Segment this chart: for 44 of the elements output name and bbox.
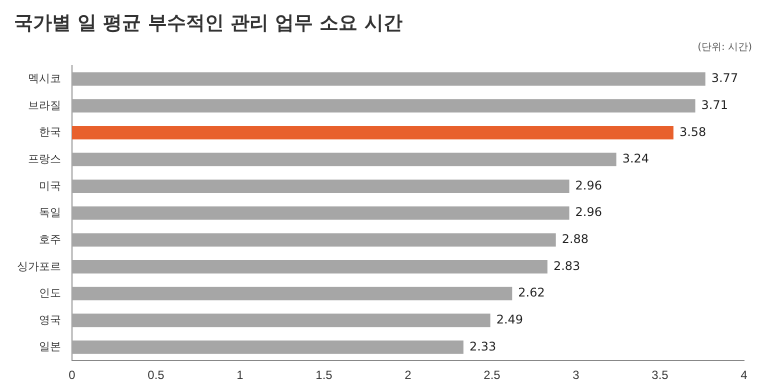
data-label: 2.96 <box>575 178 602 192</box>
y-tick-label: 브라질 <box>28 100 61 112</box>
y-tick-label: 한국 <box>39 126 61 139</box>
x-tick-label: 3 <box>572 368 580 382</box>
y-tick-label: 멕시코 <box>28 73 61 86</box>
data-label: 3.71 <box>701 98 728 112</box>
y-tick-label: 싱가포르 <box>17 260 61 273</box>
bar <box>72 99 696 113</box>
data-label: 2.96 <box>575 205 602 220</box>
y-tick-label: 미국 <box>39 180 61 192</box>
y-tick-label: 프랑스 <box>28 153 61 166</box>
x-tick-label: 2 <box>404 368 412 382</box>
x-tick-label: 3.5 <box>652 368 669 382</box>
x-tick-label: 2.5 <box>484 368 501 382</box>
x-tick-label: 1 <box>236 368 244 382</box>
bar <box>72 126 674 140</box>
data-label: 2.33 <box>469 339 496 354</box>
data-label: 3.77 <box>711 71 738 86</box>
bar <box>72 152 616 166</box>
data-label: 2.49 <box>496 312 524 326</box>
bar <box>72 233 556 247</box>
y-tick-label: 일본 <box>39 341 61 354</box>
bar <box>72 286 512 300</box>
x-tick-label: 1.5 <box>316 368 333 382</box>
chart-title: 국가별 일 평균 부수적인 관리 업무 소요 시간 <box>14 11 402 36</box>
y-tick-label: 영국 <box>39 314 61 326</box>
data-label: 2.83 <box>553 258 580 273</box>
x-tick-label: 0.5 <box>148 368 165 382</box>
data-label: 2.62 <box>518 286 545 300</box>
text: (단위: 시간) <box>698 41 752 54</box>
bar <box>72 260 548 274</box>
bar <box>72 180 570 193</box>
x-tick-label: 0 <box>68 368 76 382</box>
bar <box>72 72 706 86</box>
y-tick-label: 독일 <box>39 207 61 220</box>
y-tick-label: 인도 <box>39 288 61 300</box>
bar <box>72 206 570 220</box>
y-tick-label: 호주 <box>39 234 61 246</box>
bar <box>72 340 464 354</box>
bar <box>72 314 490 328</box>
data-label: 3.58 <box>679 124 706 139</box>
data-label: 3.24 <box>622 152 650 166</box>
x-tick-label: 4 <box>740 368 748 382</box>
data-label: 2.88 <box>562 232 589 246</box>
